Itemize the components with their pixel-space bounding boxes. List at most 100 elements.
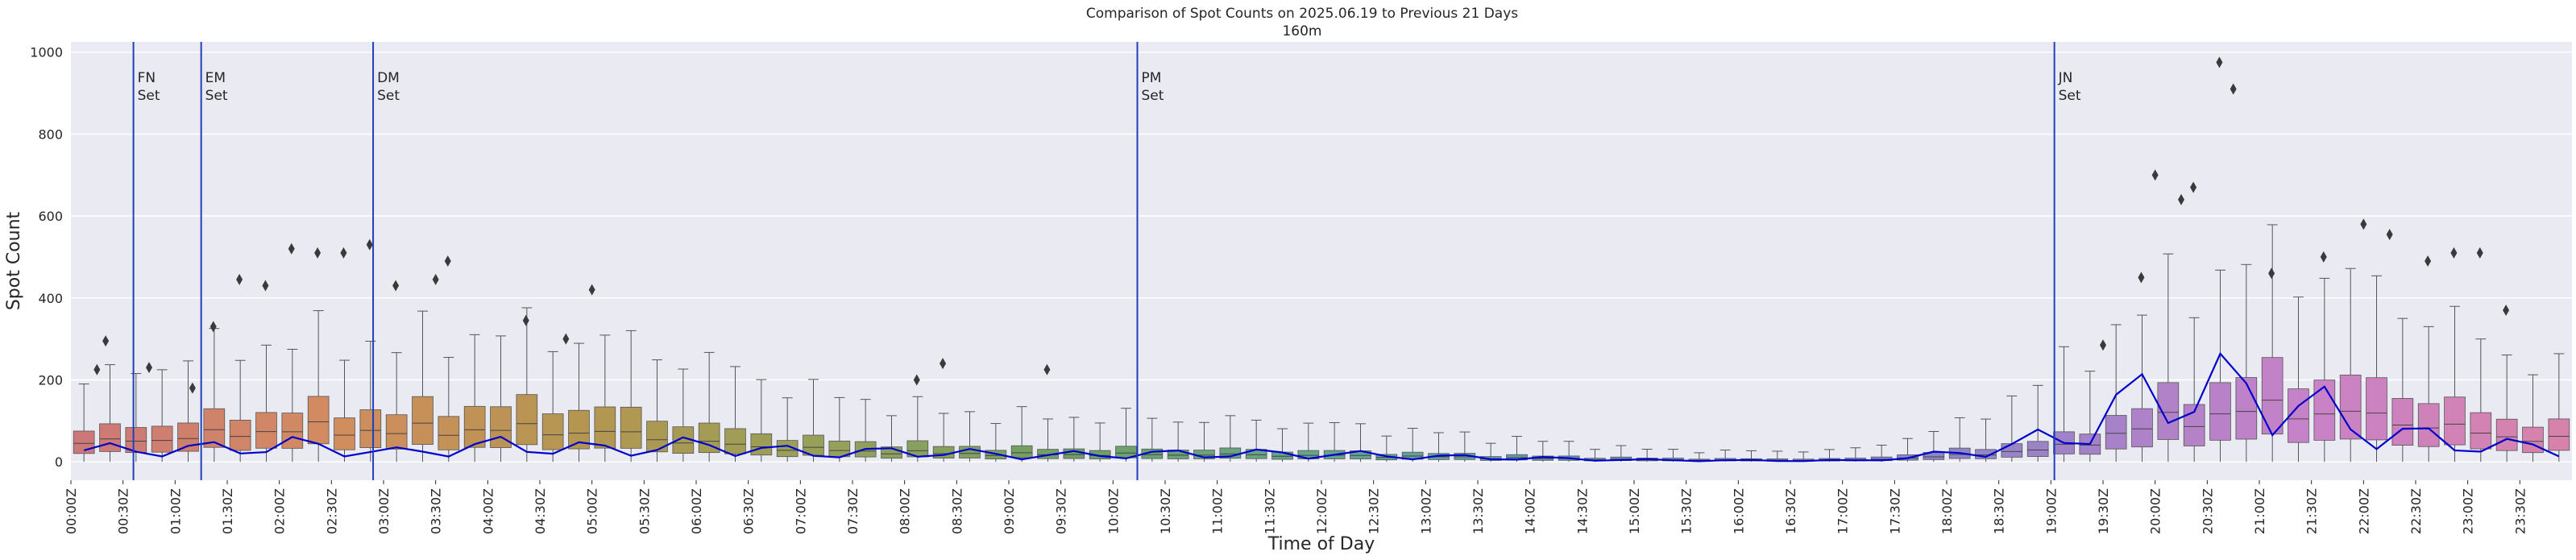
outlier-point <box>146 362 152 374</box>
outlier-point <box>2138 272 2145 284</box>
x-tick-label: 21:30Z <box>2304 488 2320 534</box>
outlier-point <box>288 243 295 255</box>
box <box>750 433 773 456</box>
outlier-point <box>2450 247 2458 259</box>
plot-area <box>71 42 2572 480</box>
box <box>229 420 251 451</box>
x-tick-label: 03:30Z <box>429 488 444 534</box>
outlier-point <box>262 280 269 292</box>
box <box>2417 403 2440 447</box>
outlier-point <box>2425 255 2432 267</box>
x-tick-label: 20:30Z <box>2200 488 2215 534</box>
box <box>99 423 121 452</box>
box <box>2444 396 2466 446</box>
outlier-point <box>392 280 400 292</box>
box <box>359 409 382 448</box>
box <box>1010 445 1033 458</box>
x-tick-label: 02:00Z <box>272 488 288 534</box>
chart-subtitle: 160m <box>1282 23 1321 39</box>
box <box>203 408 226 448</box>
box <box>541 413 564 450</box>
x-tick-label: 16:00Z <box>1731 488 1746 534</box>
box <box>2209 382 2231 441</box>
event-label: EM Set <box>205 70 228 104</box>
x-tick-label: 16:30Z <box>1783 488 1798 534</box>
box <box>724 428 746 454</box>
y-axis-ticks: 0 200 400 600 800 1000 <box>30 45 63 470</box>
x-tick-label: 09:00Z <box>1002 488 1017 534</box>
event-label: PM Set <box>1142 70 1164 104</box>
outlier-point <box>1043 363 1051 375</box>
x-tick-label: 23:00Z <box>2461 488 2476 534</box>
x-tick-label: 13:30Z <box>1471 488 1486 534</box>
x-tick-label: 19:30Z <box>2096 488 2111 534</box>
outlier-point <box>340 247 347 259</box>
box <box>2548 418 2570 451</box>
box <box>463 405 486 448</box>
y-axis-label: Spot Count <box>4 211 24 310</box>
box <box>620 406 642 449</box>
outlier-point <box>2360 218 2367 230</box>
outlier-point <box>189 382 196 394</box>
x-tick-label: 10:00Z <box>1105 488 1121 534</box>
x-tick-label: 05:30Z <box>637 488 652 534</box>
x-tick-label: 14:00Z <box>1523 488 1538 534</box>
x-tick-label: 20:00Z <box>2148 488 2163 534</box>
box <box>412 396 433 445</box>
x-tick-label: 09:30Z <box>1054 488 1069 534</box>
box <box>281 413 304 449</box>
x-tick-label: 08:00Z <box>898 488 913 534</box>
y-tick-label: 800 <box>38 127 63 142</box>
event-label: JN Set <box>2058 70 2081 104</box>
event-label: DM Set <box>377 70 400 104</box>
box <box>255 412 277 449</box>
box <box>516 394 538 446</box>
x-tick-label: 04:00Z <box>480 488 496 534</box>
x-tick-label: 07:00Z <box>793 488 808 534</box>
box <box>932 446 955 458</box>
x-tick-label: 06:00Z <box>689 488 704 534</box>
x-tick-label: 07:30Z <box>845 488 861 534</box>
x-tick-label: 00:30Z <box>116 488 131 534</box>
outlier-point <box>444 255 451 267</box>
x-tick-label: 23:30Z <box>2512 488 2528 534</box>
x-tick-label: 18:00Z <box>1939 488 1955 534</box>
x-tick-label: 01:30Z <box>220 488 235 534</box>
box <box>385 414 408 450</box>
box <box>594 406 616 449</box>
outlier-point <box>940 358 947 370</box>
x-axis-ticks: 00:00Z 00:30Z 01:00Z 01:30Z 02:00Z 02:30Z 03:0… <box>64 480 2528 534</box>
x-tick-label: 15:00Z <box>1627 488 1642 534</box>
y-tick-label: 0 <box>55 454 63 470</box>
box <box>2366 377 2387 441</box>
x-tick-label: 08:30Z <box>949 488 964 534</box>
outlier-point <box>913 374 920 386</box>
y-tick-label: 1000 <box>30 45 63 60</box>
outlier-point <box>209 321 217 333</box>
box <box>2470 412 2492 450</box>
box <box>2522 426 2544 454</box>
x-tick-label: 18:30Z <box>1992 488 2007 534</box>
outlier-point <box>562 333 570 345</box>
outlier-point <box>522 314 529 326</box>
box <box>2105 415 2127 450</box>
x-tick-label: 04:30Z <box>533 488 548 534</box>
outlier-point <box>2151 169 2159 181</box>
overlay-line-series <box>83 351 2560 463</box>
x-tick-label: 22:30Z <box>2408 488 2424 534</box>
grid-lines <box>71 51 2572 463</box>
outlier-markers <box>93 56 2510 394</box>
x-tick-label: 17:30Z <box>1887 488 1902 534</box>
x-tick-label: 11:30Z <box>1262 488 1277 534</box>
box <box>2288 388 2309 443</box>
box <box>1975 449 1997 459</box>
box <box>2001 443 2023 458</box>
box <box>2026 441 2049 457</box>
x-tick-label: 15:30Z <box>1679 488 1695 534</box>
x-tick-label: 12:30Z <box>1367 488 1382 534</box>
box <box>307 396 330 445</box>
outlier-point <box>2320 251 2327 263</box>
event-lines: FN Set EM Set DM Set PM Set JN Set <box>132 42 2081 480</box>
outlier-point <box>2476 247 2483 259</box>
